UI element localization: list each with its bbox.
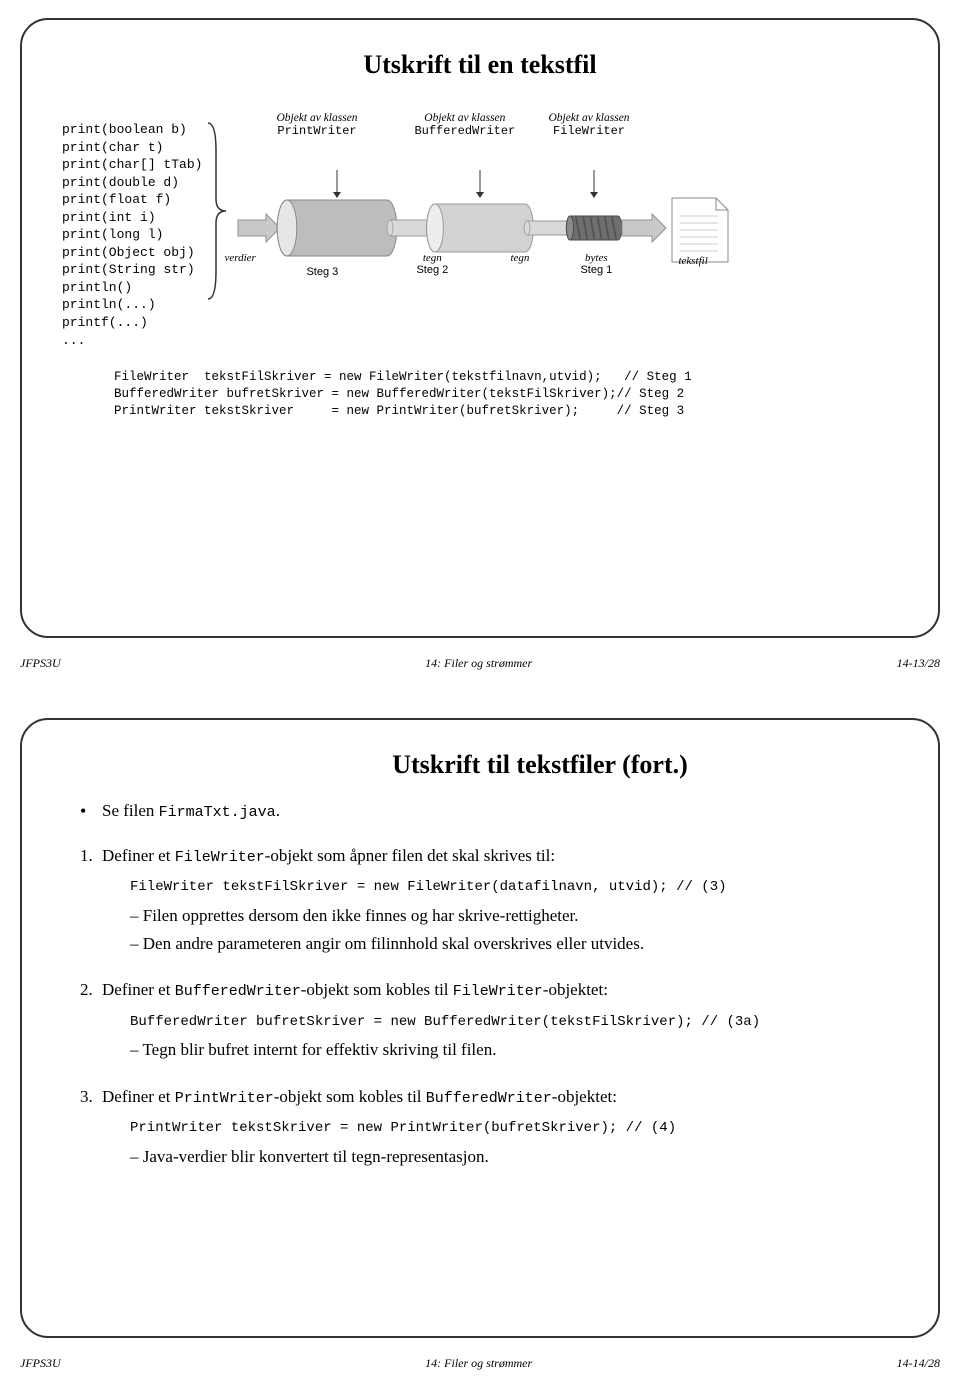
diagram-area: print(boolean b) print(char t) print(cha…: [62, 120, 898, 349]
k2-italic: Objekt av klassen: [424, 112, 505, 124]
footer-center: 14: Filer og strømmer: [425, 1356, 532, 1371]
k3-italic: Objekt av klassen: [548, 112, 629, 124]
k1-code: PrintWriter: [276, 124, 357, 138]
footer-left: JFPS3U: [20, 656, 61, 671]
b1i: tegn: [423, 252, 442, 264]
bracket-icon: [206, 121, 228, 301]
b0: verdier: [224, 252, 255, 264]
item-code: PrintWriter tekstSkriver = new PrintWrit…: [102, 1118, 898, 1140]
b3s: Steg 1: [580, 264, 612, 276]
code-block-1: FileWriter tekstFilSkriver = new FileWri…: [114, 369, 898, 420]
slide-1: Utskrift til en tekstfil print(boolean b…: [20, 18, 940, 638]
item-code: FileWriter tekstFilSkriver = new FileWri…: [102, 877, 898, 899]
sub-point: Java-verdier blir konvertert til tegn-re…: [102, 1144, 898, 1170]
num-item-3: Definer et PrintWriter-objekt som kobles…: [80, 1084, 898, 1170]
k2-code: BufferedWriter: [414, 124, 515, 138]
b2i: tegn: [510, 252, 529, 264]
footer-1: JFPS3U 14: Filer og strømmer 14-13/28: [20, 656, 940, 671]
footer-center: 14: Filer og strømmer: [425, 656, 532, 671]
b3i: bytes: [585, 252, 608, 264]
item-code: BufferedWriter bufretSkriver = new Buffe…: [102, 1012, 898, 1034]
pipe-svg: [232, 164, 752, 276]
slide-2: Utskrift til tekstfiler (fort.) Se filen…: [20, 718, 940, 1338]
bullet-list: Se filen FirmaTxt.java.: [62, 798, 898, 825]
b2s: Steg 2: [416, 264, 448, 276]
footer-left: JFPS3U: [20, 1356, 61, 1371]
num-item-1: Definer et FileWriter-objekt som åpner f…: [80, 843, 898, 958]
method-list: print(boolean b) print(char t) print(cha…: [62, 121, 202, 349]
sub-point: Den andre parameteren angir om filinnhol…: [102, 931, 898, 957]
pipeline-diagram: Objekt av klassenPrintWriter Objekt av k…: [232, 120, 752, 320]
bullet-sefilen: Se filen FirmaTxt.java.: [80, 798, 898, 825]
b1s: Steg 3: [306, 266, 338, 278]
k1-italic: Objekt av klassen: [276, 112, 357, 124]
sub-point: Filen opprettes dersom den ikke finnes o…: [102, 903, 898, 929]
num-item-2: Definer et BufferedWriter-objekt som kob…: [80, 977, 898, 1063]
sub-point: Tegn blir bufret internt for effektiv sk…: [102, 1037, 898, 1063]
footer-2: JFPS3U 14: Filer og strømmer 14-14/28: [20, 1356, 940, 1371]
method-bracket: print(boolean b) print(char t) print(cha…: [62, 121, 228, 349]
slide2-title: Utskrift til tekstfiler (fort.): [62, 750, 898, 780]
b4: tekstfil: [678, 255, 707, 267]
footer-right: 14-14/28: [897, 1356, 940, 1371]
footer-right: 14-13/28: [897, 656, 940, 671]
k3-code: FileWriter: [548, 124, 629, 138]
slide1-title: Utskrift til en tekstfil: [62, 50, 898, 80]
numbered-list: Definer et FileWriter-objekt som åpner f…: [62, 843, 898, 1170]
